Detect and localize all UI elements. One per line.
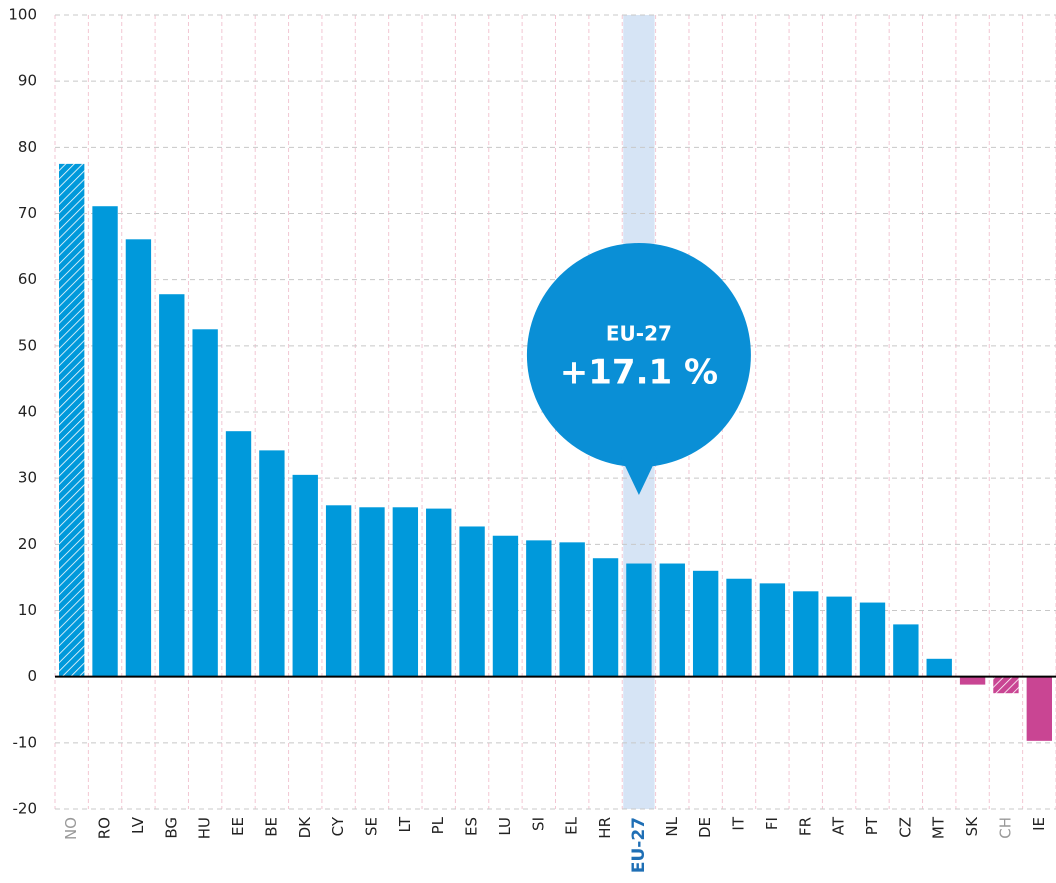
bar (492, 535, 519, 677)
bar (426, 508, 452, 677)
y-tick-label: 40 (18, 403, 37, 421)
bar (959, 676, 986, 685)
bar (1026, 676, 1052, 741)
x-tick-label: LU (496, 817, 514, 836)
y-tick-label: 0 (27, 667, 37, 685)
x-tick-label: DK (296, 816, 314, 839)
bar (692, 570, 719, 677)
x-tick-label: MT (930, 816, 948, 839)
y-tick-label: 50 (18, 336, 37, 354)
x-tick-label: HR (596, 817, 614, 839)
x-tick-label: SE (362, 817, 380, 836)
annotation-pointer (619, 455, 658, 495)
x-tick-label: SI (529, 817, 547, 831)
x-tick-label: RO (96, 817, 114, 839)
x-tick-label: FI (763, 817, 781, 830)
bar (592, 558, 619, 677)
x-tick-label: AT (830, 816, 848, 835)
bar (225, 431, 252, 677)
y-tick-label: 90 (18, 72, 37, 90)
bar (392, 507, 419, 677)
y-tick-label: 30 (18, 469, 37, 487)
x-tick-label: BG (162, 817, 180, 839)
bar (759, 583, 786, 677)
x-tick-label: SK (963, 816, 981, 837)
x-tick-label: LT (396, 816, 414, 832)
y-tick-label: 70 (18, 204, 37, 222)
annotation-text: +17.1 % (560, 353, 718, 393)
bar (659, 563, 685, 677)
y-tick-label: 80 (18, 138, 37, 156)
annotation-label: EU-27 (606, 322, 672, 346)
bar (526, 540, 552, 677)
bar (325, 505, 352, 677)
annotation-bubble (526, 243, 751, 467)
y-tick-label: -20 (13, 800, 38, 818)
x-tick-label: CH (996, 817, 1014, 839)
x-tick-label: FR (796, 817, 814, 836)
x-tick-label: LV (129, 816, 147, 834)
bar (793, 591, 819, 677)
bar (125, 239, 152, 677)
y-tick-label: -10 (13, 733, 38, 751)
x-tick-label: PL (429, 816, 447, 834)
bar (159, 294, 185, 677)
x-tick-label: DE (696, 817, 714, 838)
bar (459, 526, 485, 677)
y-tick-label: 10 (18, 601, 37, 619)
bar (359, 507, 385, 677)
bar (859, 602, 886, 677)
x-tick-label: NO (62, 817, 80, 840)
x-tick-label: CZ (896, 817, 914, 838)
x-tick-label: CY (329, 816, 347, 836)
bar (92, 206, 118, 677)
bar (926, 658, 952, 677)
x-tick-label: IE (1030, 817, 1048, 831)
x-tick-label: EU-27 (629, 817, 649, 873)
y-tick-label: 60 (18, 270, 37, 288)
bar (292, 474, 318, 677)
bar (192, 329, 218, 677)
bar (559, 542, 585, 677)
bar (59, 163, 85, 677)
x-tick-label: EE (229, 817, 247, 836)
bar (993, 676, 1019, 694)
x-tick-label: IT (730, 816, 748, 830)
bar (826, 596, 852, 677)
x-tick-label: ES (463, 817, 481, 836)
x-tick-label: NL (663, 816, 681, 836)
x-tick-label: HU (196, 817, 214, 839)
x-tick-label: BE (262, 817, 280, 837)
bar (259, 450, 285, 677)
bar (726, 578, 752, 677)
y-tick-label: 100 (8, 6, 37, 24)
bar (893, 624, 919, 677)
x-tick-label: EL (563, 816, 581, 834)
x-tick-label: PT (863, 816, 881, 835)
bar (626, 563, 652, 677)
y-tick-label: 20 (18, 535, 37, 553)
